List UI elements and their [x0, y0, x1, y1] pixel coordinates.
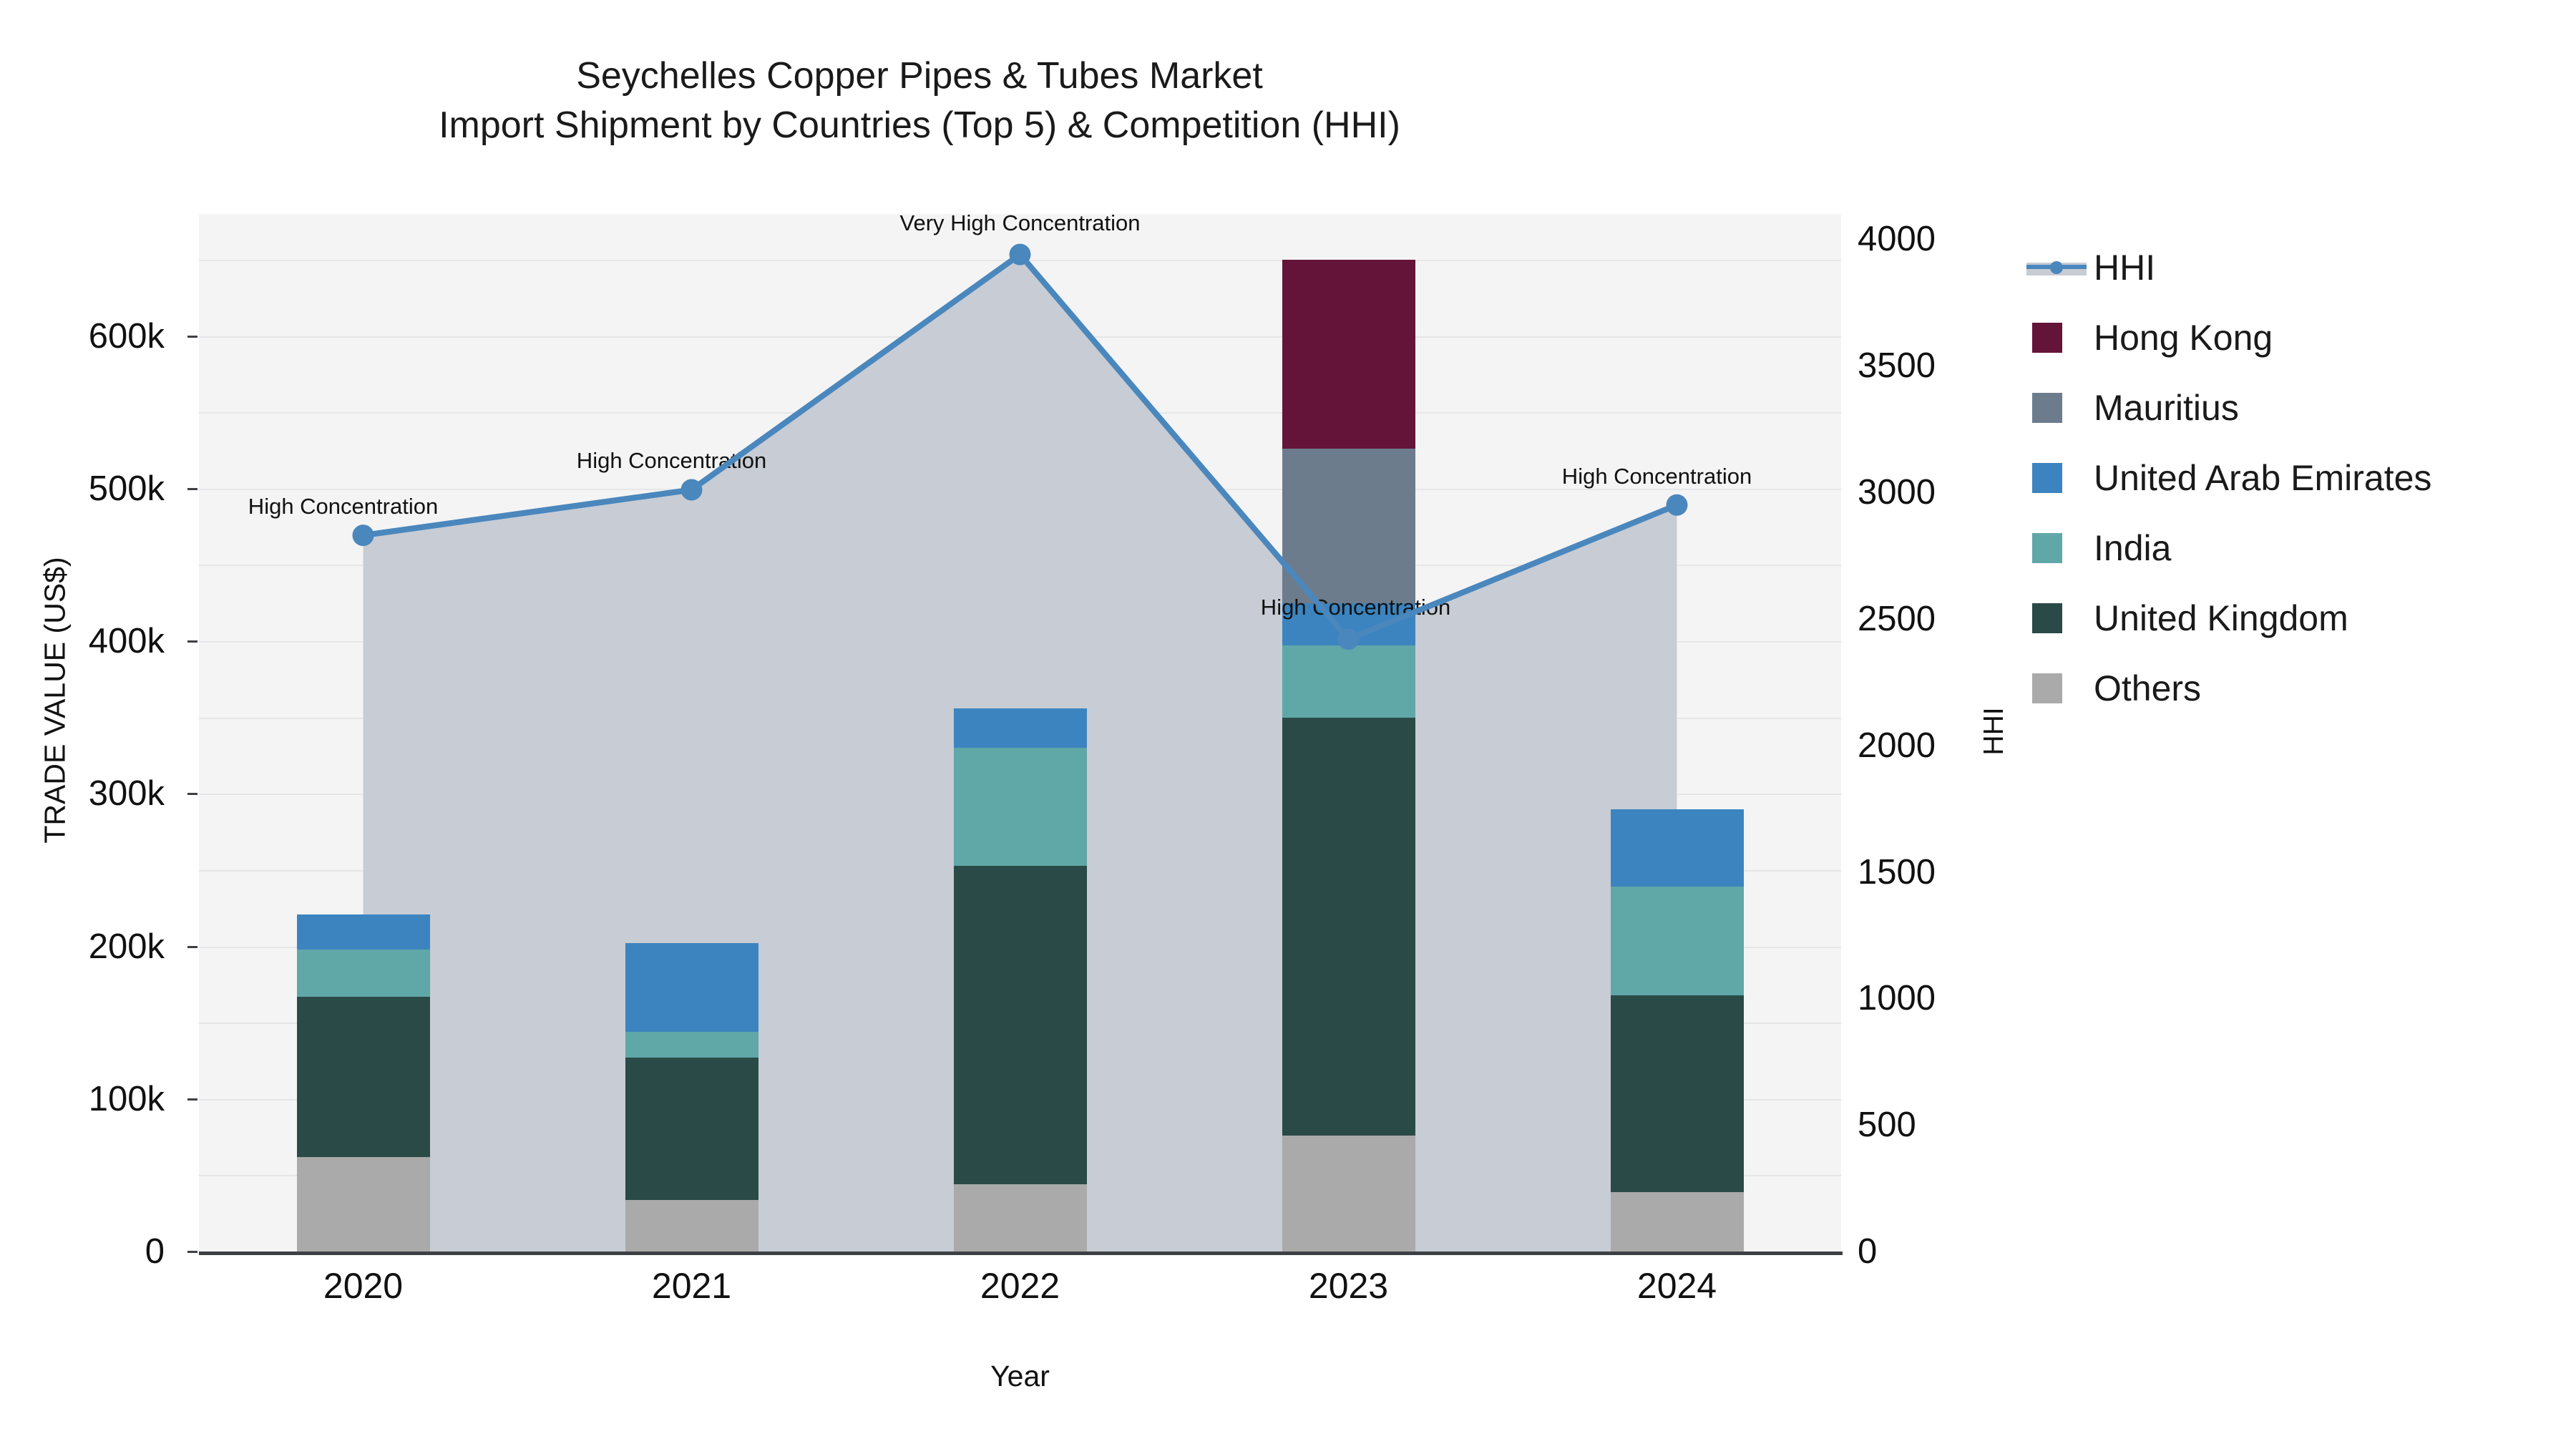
hhi-markers-layer — [352, 243, 1688, 650]
y-axis-left-tick-label: 100k — [88, 1079, 165, 1118]
y-axis-left-tickmark — [187, 1251, 197, 1253]
legend-item-india[interactable]: India — [2026, 513, 2556, 583]
hhi-line-overlay — [360, 251, 1680, 643]
x-axis-tick-label-2024: 2024 — [1636, 1266, 1717, 1306]
bar-segment[interactable] — [1282, 645, 1415, 718]
y-axis-right-label: HHI — [1979, 707, 2009, 756]
y-axis-left-tick-label: 0 — [145, 1232, 165, 1271]
y-axis-left-tick-label: 600k — [88, 316, 165, 356]
chart-title-line-1: Seychelles Copper Pipes & Tubes Market — [576, 55, 1263, 97]
hhi-marker[interactable] — [1666, 494, 1688, 516]
y-axis-right-tick-label: 2500 — [1858, 599, 1936, 638]
y-axis-right-ticks: 0 500 1000 1500 2000 2500 3000 3500 4000 — [1858, 0, 2072, 1449]
hhi-marker[interactable] — [680, 479, 703, 501]
y-axis-left-tickmark — [187, 487, 197, 490]
x-axis-label: Year — [990, 1360, 1050, 1392]
legend-label: United Kingdom — [2094, 598, 2348, 638]
legend-item-hong-kong[interactable]: Hong Kong — [2026, 303, 2556, 373]
x-axis-tick-label-2020: 2020 — [323, 1266, 404, 1306]
legend: HHI Hong Kong Mauritius United Arab Emirate… — [2026, 233, 2556, 723]
bar-stack-2021[interactable] — [625, 214, 758, 1252]
bar-segment[interactable] — [953, 708, 1087, 748]
bar-stack-2023[interactable] — [1282, 214, 1415, 1252]
bar-segment[interactable] — [1282, 449, 1415, 603]
y-axis-left-tick-label: 300k — [88, 774, 165, 814]
legend-swatch-icon — [2032, 323, 2062, 353]
concentration-annotation-2022: Very High Concentration — [899, 210, 1141, 235]
y-axis-left-tickmark — [187, 793, 197, 796]
concentration-annotation-2020: High Concentration — [248, 494, 439, 519]
hhi-marker[interactable] — [352, 525, 374, 547]
x-axis-tick-label-2022: 2022 — [980, 1266, 1060, 1306]
legend-item-united-arab-emirates[interactable]: United Arab Emirates — [2026, 443, 2556, 513]
y-axis-right-tick-label: 3000 — [1858, 473, 1936, 512]
concentration-annotation-2024: High Concentration — [1561, 463, 1752, 489]
bar-segment[interactable] — [953, 865, 1087, 1185]
bar-stack-2020[interactable] — [296, 214, 430, 1252]
bar-segment[interactable] — [296, 1156, 430, 1252]
legend-item-hhi[interactable]: HHI — [2026, 233, 2556, 303]
plot-area: High Concentration High Concentration Very… — [199, 210, 1841, 1253]
chart-title: Seychelles Copper Pipes & Tubes Market I… — [0, 52, 1839, 150]
bar-segment[interactable] — [1610, 995, 1744, 1192]
legend-item-others[interactable]: Others — [2026, 653, 2556, 723]
bar-segment[interactable] — [1282, 1135, 1415, 1252]
y-axis-left-tick-label: 400k — [88, 622, 165, 661]
y-axis-right-tick-label: 1000 — [1858, 979, 1936, 1018]
bar-segment[interactable] — [1282, 717, 1415, 1136]
legend-label: HHI — [2094, 248, 2156, 288]
x-axis-tick-label-2023: 2023 — [1308, 1266, 1389, 1306]
x-axis-tick-label-2021: 2021 — [651, 1266, 732, 1306]
y-axis-left-tickmark — [187, 1098, 197, 1101]
bar-segment[interactable] — [1610, 1191, 1744, 1252]
legend-label: India — [2094, 528, 2172, 568]
bar-segment[interactable] — [296, 949, 430, 997]
hhi-marker[interactable] — [1009, 243, 1031, 265]
legend-item-united-kingdom[interactable]: United Kingdom — [2026, 583, 2556, 653]
legend-label: United Arab Emirates — [2094, 458, 2432, 498]
bar-segment[interactable] — [296, 996, 430, 1157]
y-axis-right-tick-label: 1500 — [1858, 852, 1936, 892]
bar-segment[interactable] — [625, 1058, 758, 1200]
legend-swatch-icon — [2032, 463, 2062, 493]
y-axis-right-tick-label: 3500 — [1858, 346, 1936, 386]
bar-segment[interactable] — [1610, 809, 1744, 887]
y-axis-right-tick-label: 4000 — [1858, 220, 1936, 259]
bar-segment[interactable] — [1610, 887, 1744, 995]
legend-swatch-icon — [2032, 673, 2062, 703]
y-axis-left-tick-label: 500k — [88, 469, 165, 508]
x-axis-line — [199, 1252, 1843, 1255]
legend-swatch-icon — [2032, 533, 2062, 563]
bar-stack-2024[interactable] — [1610, 214, 1744, 1252]
bar-stack-2022[interactable] — [953, 214, 1087, 1252]
legend-label: Others — [2094, 668, 2202, 708]
bar-segment[interactable] — [953, 1184, 1087, 1252]
legend-label: Hong Kong — [2094, 318, 2273, 358]
y-axis-left-ticks: 0 100k 200k 300k 400k 500k 600k — [0, 0, 197, 1449]
hhi-marker[interactable] — [1337, 628, 1360, 650]
legend-line-icon — [2026, 253, 2087, 283]
bar-segment[interactable] — [625, 943, 758, 1032]
y-axis-left-tick-label: 200k — [88, 927, 165, 966]
legend-label: Mauritius — [2094, 388, 2239, 428]
bar-segment[interactable] — [296, 914, 430, 950]
stacked-bars-layer — [199, 214, 1841, 1252]
y-axis-right-tick-label: 0 — [1858, 1232, 1878, 1271]
bar-segment[interactable] — [953, 748, 1087, 866]
bar-segment[interactable] — [625, 1031, 758, 1058]
y-axis-left-tickmark — [187, 640, 197, 643]
y-axis-right-tick-label: 2000 — [1858, 726, 1936, 765]
legend-item-mauritius[interactable]: Mauritius — [2026, 373, 2556, 443]
y-axis-right-tick-label: 500 — [1858, 1106, 1916, 1145]
y-axis-left-tickmark — [187, 945, 197, 948]
legend-swatch-icon — [2032, 603, 2062, 633]
y-axis-left-tickmark — [187, 335, 197, 338]
chart-title-line-2: Import Shipment by Countries (Top 5) & C… — [439, 104, 1400, 146]
legend-swatch-icon — [2032, 393, 2062, 423]
bar-segment[interactable] — [625, 1199, 758, 1252]
bar-segment[interactable] — [1282, 259, 1415, 449]
y-axis-left-label: TRADE VALUE (US$) — [38, 557, 72, 844]
